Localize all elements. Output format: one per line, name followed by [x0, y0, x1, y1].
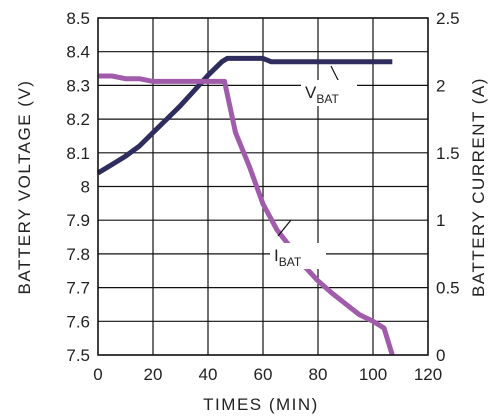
- y-left-tick-label: 8.5: [66, 9, 90, 28]
- series-label-subscript: BAT: [279, 255, 302, 269]
- series-line-1: [98, 73, 395, 356]
- series-label: VBAT: [305, 83, 339, 106]
- series-label-subscript: BAT: [316, 92, 339, 106]
- series-label-background: [301, 80, 357, 106]
- y-left-axis-title: BATTERY VOLTAGE (V): [15, 80, 34, 295]
- series-label: IBAT: [274, 246, 302, 269]
- y-left-tick-label: 7.6: [66, 312, 90, 331]
- x-tick-label: 60: [254, 365, 273, 384]
- y-left-tick-label: 8.1: [66, 144, 90, 163]
- y-left-tick-label: 7.8: [66, 245, 90, 264]
- y-right-tick-label: 1: [436, 211, 445, 230]
- series-label-background: [270, 243, 326, 269]
- x-tick-label: 40: [199, 365, 218, 384]
- x-tick-label: 0: [93, 365, 102, 384]
- y-right-tick-label: 0: [436, 346, 445, 365]
- y-right-tick-label: 0.5: [436, 279, 460, 298]
- y-right-tick-label: 1.5: [436, 144, 460, 163]
- series-line-0: [96, 55, 393, 176]
- x-tick-label: 120: [414, 365, 442, 384]
- x-tick-labels: 0 20 40 60 80 100 120: [93, 365, 442, 384]
- y-right-tick-labels: 0 0.5 1 1.5 2 2.5: [436, 9, 460, 365]
- x-axis-title: TIMES (MIN): [203, 395, 319, 414]
- series-label-leader: [330, 65, 340, 83]
- y-right-tick-label: 2: [436, 76, 445, 95]
- y-left-tick-labels: 7.5 7.6 7.7 7.8 7.9 8 8.1 8.2 8.3 8.4 8.5: [66, 9, 90, 365]
- series-label-leader: [277, 219, 292, 237]
- series-label-main: I: [274, 246, 279, 265]
- series-label-main: V: [305, 83, 317, 102]
- y-left-tick-label: 7.9: [66, 211, 90, 230]
- plot-frame: [97, 17, 429, 356]
- y-right-tick-label: 2.5: [436, 9, 460, 28]
- x-tick-label: 100: [359, 365, 387, 384]
- y-left-tick-label: 8.2: [66, 110, 90, 129]
- y-left-tick-label: 7.5: [66, 346, 90, 365]
- y-left-tick-label: 8: [81, 178, 90, 197]
- y-left-tick-label: 8.4: [66, 43, 90, 62]
- y-right-axis-title: BATTERY CURRENT (A): [469, 77, 488, 297]
- x-tick-label: 20: [144, 365, 163, 384]
- y-left-tick-label: 7.7: [66, 279, 90, 298]
- y-left-tick-label: 8.3: [66, 76, 90, 95]
- x-tick-label: 80: [309, 365, 328, 384]
- series-lines: [96, 55, 395, 356]
- grid: [97, 17, 429, 356]
